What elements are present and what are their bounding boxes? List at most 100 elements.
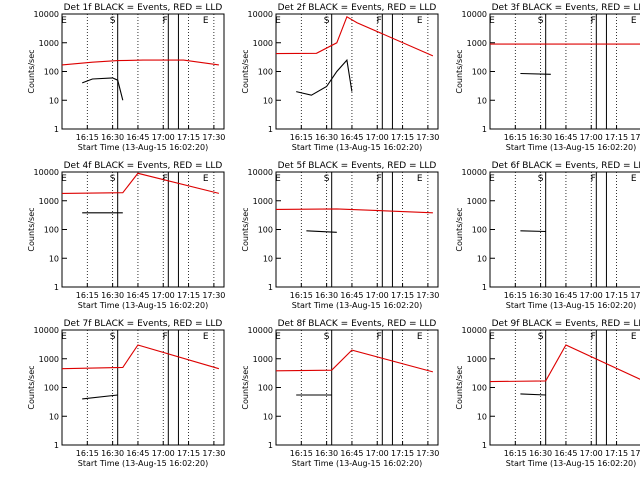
x-tick-label: 17:00 xyxy=(152,133,175,142)
event-marker-s: S xyxy=(324,174,330,184)
y-tick-label: 10 xyxy=(477,96,487,105)
x-tick-label: 17:30 xyxy=(630,133,640,142)
event-marker-e: E xyxy=(275,16,281,26)
x-tick-label: 16:45 xyxy=(554,449,577,458)
y-tick-label: 1 xyxy=(482,283,487,292)
y-tick-label: 10000 xyxy=(462,326,487,335)
panel-title: Det 7f BLACK = Events, RED = LLD xyxy=(64,319,223,329)
events-series-line xyxy=(82,394,118,400)
event-marker-s: S xyxy=(324,332,330,342)
y-tick-label: 1000 xyxy=(39,355,59,364)
plot-frame xyxy=(61,13,225,130)
y-tick-label: 10 xyxy=(263,412,273,421)
x-tick-label: 16:15 xyxy=(290,133,313,142)
x-tick-label: 17:30 xyxy=(630,291,640,300)
x-tick-label: 17:00 xyxy=(366,449,389,458)
x-tick-label: 17:30 xyxy=(416,449,439,458)
y-tick-label: 1 xyxy=(482,125,487,134)
x-tick-label: 17:30 xyxy=(202,291,225,300)
event-marker-f: F xyxy=(591,16,596,26)
y-tick-label: 10000 xyxy=(462,168,487,177)
x-tick-label: 17:15 xyxy=(605,133,628,142)
event-marker-f: F xyxy=(163,16,168,26)
x-tick-label: 17:00 xyxy=(152,449,175,458)
detector-panel-6: Det 6f BLACK = Events, RED = LLD 1 10 100 10… xyxy=(455,161,640,310)
event-marker-e: E xyxy=(489,174,495,184)
x-tick-label: 17:00 xyxy=(152,291,175,300)
event-marker-e: E xyxy=(275,332,281,342)
lld-series-line xyxy=(61,344,220,370)
y-axis-label: Counts/sec xyxy=(241,49,250,93)
x-tick-label: 16:15 xyxy=(504,291,527,300)
events-series-line xyxy=(520,230,546,233)
x-tick-label: 17:00 xyxy=(366,133,389,142)
event-marker-s: S xyxy=(324,16,330,26)
x-tick-label: 17:00 xyxy=(580,449,603,458)
y-tick-label: 1000 xyxy=(467,197,487,206)
x-tick-label: 17:15 xyxy=(391,291,414,300)
event-marker-s: S xyxy=(538,332,544,342)
event-marker-f: F xyxy=(163,332,168,342)
y-tick-label: 10000 xyxy=(248,326,273,335)
panel-title: Det 6f BLACK = Events, RED = LLD xyxy=(492,161,640,171)
y-tick-label: 100 xyxy=(472,68,487,77)
y-axis-label: Counts/sec xyxy=(27,207,36,251)
event-marker-s: S xyxy=(110,16,116,26)
y-tick-label: 1 xyxy=(268,441,273,450)
event-marker-f: F xyxy=(591,174,596,184)
event-marker-e: E xyxy=(417,174,423,184)
y-tick-label: 100 xyxy=(258,384,273,393)
plot-frame xyxy=(489,171,640,288)
x-axis-label: Start Time (13-Aug-15 16:02:20) xyxy=(292,459,423,468)
event-marker-e: E xyxy=(631,332,637,342)
y-tick-label: 1 xyxy=(482,441,487,450)
x-tick-label: 16:15 xyxy=(76,449,99,458)
x-tick-label: 17:15 xyxy=(605,291,628,300)
x-tick-label: 16:45 xyxy=(126,291,149,300)
x-axis-label: Start Time (13-Aug-15 16:02:20) xyxy=(78,301,209,310)
y-tick-label: 100 xyxy=(44,226,59,235)
events-series-line xyxy=(82,77,124,101)
y-tick-label: 10 xyxy=(263,96,273,105)
y-axis-label: Counts/sec xyxy=(455,49,464,93)
event-marker-e: E xyxy=(203,174,209,184)
y-tick-label: 10000 xyxy=(462,10,487,19)
detector-panel-1: Det 1f BLACK = Events, RED = LLD 1 10 100 10… xyxy=(27,3,225,152)
panel-title: Det 3f BLACK = Events, RED = LLD xyxy=(492,3,640,13)
x-tick-label: 16:45 xyxy=(340,133,363,142)
event-marker-s: S xyxy=(110,174,116,184)
x-tick-label: 17:30 xyxy=(416,133,439,142)
x-tick-label: 17:15 xyxy=(177,449,200,458)
x-tick-label: 16:45 xyxy=(554,133,577,142)
x-tick-label: 17:15 xyxy=(391,449,414,458)
y-axis-label: Counts/sec xyxy=(241,365,250,409)
x-tick-label: 17:30 xyxy=(202,449,225,458)
events-series-line xyxy=(520,72,551,75)
x-tick-label: 16:45 xyxy=(340,291,363,300)
detector-panel-7: Det 7f BLACK = Events, RED = LLD 1 10 100 10… xyxy=(27,319,225,468)
x-axis-label: Start Time (13-Aug-15 16:02:20) xyxy=(78,143,209,152)
x-tick-label: 17:00 xyxy=(580,133,603,142)
detector-panel-9: Det 9f BLACK = Events, RED = LLD 1 10 100 10… xyxy=(455,319,640,468)
y-tick-label: 10 xyxy=(477,254,487,263)
event-marker-e: E xyxy=(61,332,67,342)
events-series-line xyxy=(296,58,353,96)
lld-series-line xyxy=(275,15,434,57)
x-axis-label: Start Time (13-Aug-15 16:02:20) xyxy=(292,143,423,152)
lld-series-line xyxy=(489,344,640,383)
x-tick-label: 16:30 xyxy=(315,291,338,300)
x-tick-label: 16:15 xyxy=(290,291,313,300)
x-axis-label: Start Time (13-Aug-15 16:02:20) xyxy=(506,459,637,468)
event-marker-f: F xyxy=(377,332,382,342)
event-marker-e: E xyxy=(203,332,209,342)
event-marker-f: F xyxy=(163,174,168,184)
x-tick-label: 16:30 xyxy=(315,449,338,458)
x-tick-label: 16:30 xyxy=(529,291,552,300)
event-marker-f: F xyxy=(591,332,596,342)
x-tick-label: 16:15 xyxy=(76,291,99,300)
x-axis-label: Start Time (13-Aug-15 16:02:20) xyxy=(506,301,637,310)
y-tick-label: 10000 xyxy=(34,168,59,177)
x-tick-label: 17:00 xyxy=(366,291,389,300)
lld-series-line xyxy=(275,208,433,214)
x-tick-label: 16:30 xyxy=(101,133,124,142)
